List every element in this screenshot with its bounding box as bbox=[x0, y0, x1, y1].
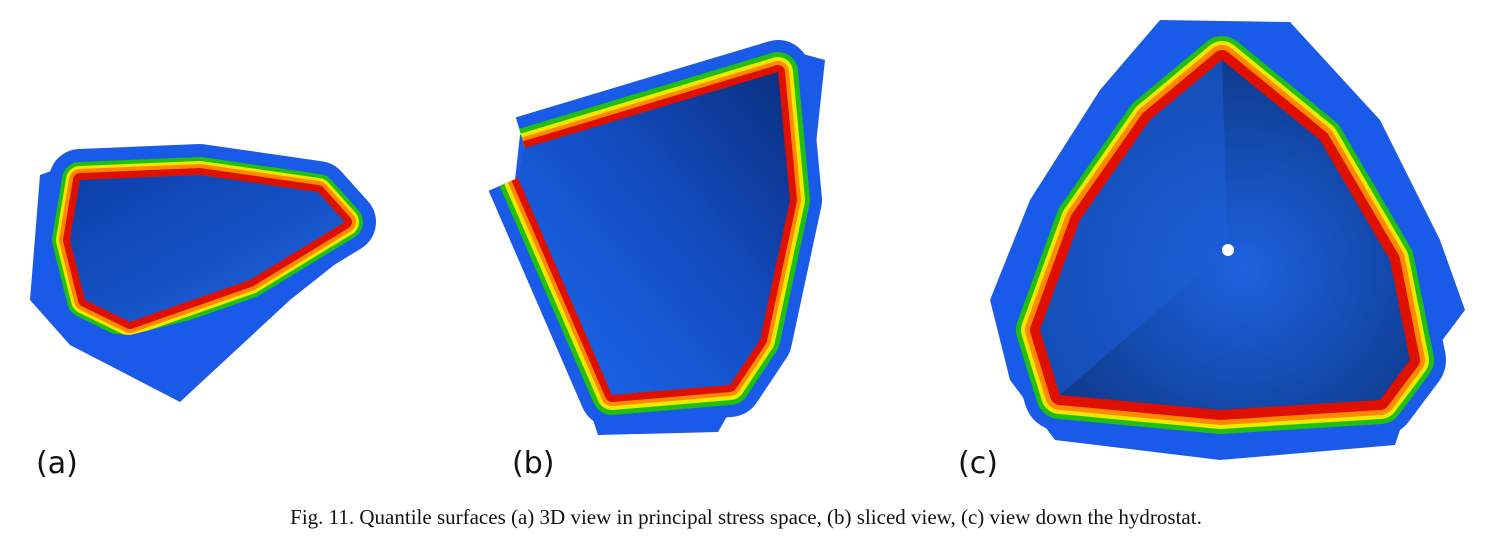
panel-label-b: (b) bbox=[512, 446, 555, 481]
panel-label-a: (a) bbox=[36, 446, 78, 481]
quantile-surfaces-figure bbox=[30, 20, 1465, 460]
panel-label-c: (c) bbox=[958, 446, 998, 481]
figure-caption: Fig. 11. Quantile surfaces (a) 3D view i… bbox=[290, 505, 1202, 529]
panel-a-surface bbox=[30, 144, 376, 402]
panel-b-surface bbox=[488, 40, 825, 435]
panel-c-surface bbox=[990, 20, 1465, 460]
